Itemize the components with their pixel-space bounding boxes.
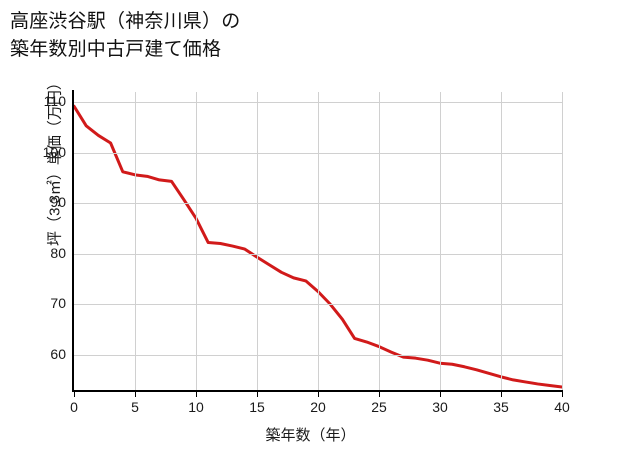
x-tick-label-20: 20 bbox=[310, 399, 326, 415]
x-tick-mark-40 bbox=[562, 392, 564, 397]
gridline-x-35 bbox=[501, 92, 502, 390]
x-tick-mark-20 bbox=[318, 392, 320, 397]
gridline-x-20 bbox=[318, 92, 319, 390]
gridline-x-10 bbox=[196, 92, 197, 390]
gridline-x-25 bbox=[379, 92, 380, 390]
x-tick-label-0: 0 bbox=[70, 399, 78, 415]
gridline-x-40 bbox=[562, 92, 563, 390]
x-tick-mark-10 bbox=[196, 392, 198, 397]
x-tick-mark-15 bbox=[257, 392, 259, 397]
x-tick-label-35: 35 bbox=[493, 399, 509, 415]
x-axis-line bbox=[72, 390, 563, 393]
x-axis-title: 築年数（年） bbox=[265, 427, 356, 444]
x-tick-label-40: 40 bbox=[554, 399, 570, 415]
x-tick-mark-0 bbox=[74, 392, 76, 397]
plot-area bbox=[74, 92, 563, 390]
gridline-x-30 bbox=[440, 92, 441, 390]
chart-title: 高座渋谷駅（神奈川県）の 築年数別中古戸建て価格 bbox=[10, 11, 241, 60]
x-tick-label-30: 30 bbox=[432, 399, 448, 415]
y-tick-label-100: 100 bbox=[42, 143, 66, 160]
x-tick-mark-35 bbox=[501, 392, 503, 397]
x-tick-label-5: 5 bbox=[131, 399, 139, 415]
gridline-x-5 bbox=[135, 92, 136, 390]
y-tick-label-70: 70 bbox=[50, 295, 66, 312]
x-tick-label-10: 10 bbox=[188, 399, 204, 415]
y-axis-line bbox=[72, 90, 75, 392]
x-tick-label-15: 15 bbox=[249, 399, 265, 415]
x-tick-mark-5 bbox=[135, 392, 137, 397]
y-axis-title: 坪（3.3㎡）単価（万円） bbox=[46, 75, 64, 246]
y-tick-label-90: 90 bbox=[50, 194, 66, 211]
y-tick-label-110: 110 bbox=[43, 93, 66, 110]
gridline-x-15 bbox=[257, 92, 258, 390]
y-tick-label-80: 80 bbox=[50, 244, 66, 261]
y-tick-label-60: 60 bbox=[50, 345, 66, 362]
x-tick-label-25: 25 bbox=[371, 399, 387, 415]
x-tick-mark-30 bbox=[440, 392, 442, 397]
x-tick-mark-25 bbox=[379, 392, 381, 397]
y-axis-title-wrap: 坪（3.3㎡）単価（万円） bbox=[0, 75, 204, 246]
